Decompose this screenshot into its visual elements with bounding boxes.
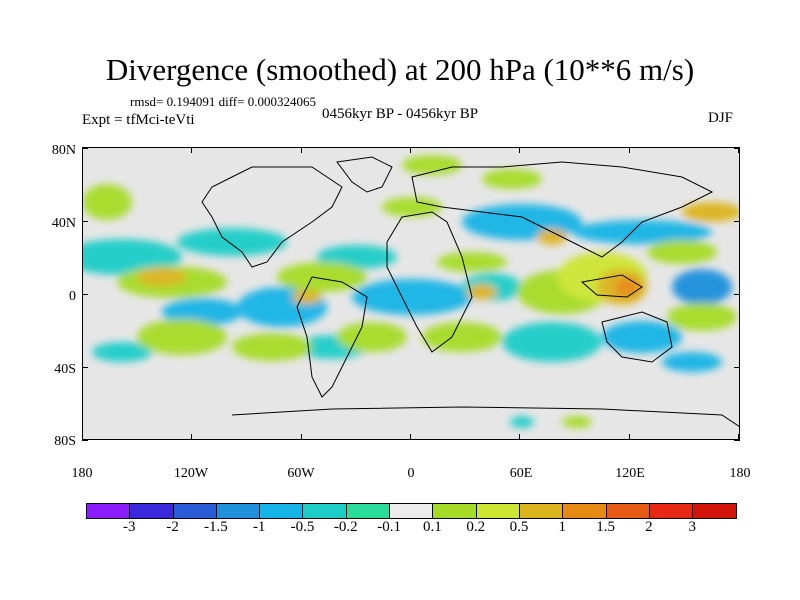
lat-tick (82, 367, 88, 368)
colorbar-box (693, 504, 737, 518)
lat-tick (734, 294, 740, 295)
lon-tick (410, 434, 411, 440)
stats-line: rmsd= 0.194091 diff= 0.000324065 (130, 94, 316, 109)
colorbar-box (606, 504, 650, 518)
lon-tick (628, 434, 630, 440)
lon-label-60e: 60E (509, 466, 533, 481)
colorbar-label: -0.5 (290, 519, 315, 535)
lon-tick (738, 147, 739, 153)
plot-title: Divergence (smoothed) at 200 hPa (10**6 … (105, 52, 695, 87)
colorbar-label: -2 (166, 519, 179, 535)
colorbar-box (649, 504, 694, 518)
period-label: 0456kyr BP - 0456kyr BP (322, 106, 479, 122)
colorbar-box (216, 504, 261, 518)
lon-label-180e: 180 (729, 466, 751, 481)
divergence-map (82, 147, 740, 440)
lat-tick (734, 221, 740, 222)
colorbar-box (390, 504, 434, 518)
lon-tick (410, 147, 411, 153)
lon-label-180w: 180 (71, 466, 93, 481)
lon-label-60w: 60W (287, 466, 315, 481)
colorbar-box (173, 504, 217, 518)
colorbar-box (130, 504, 174, 518)
lon-label-120w: 120W (173, 466, 209, 481)
lon-tick (628, 147, 630, 153)
colorbar-label: 1.5 (596, 519, 615, 535)
lon-tick (738, 434, 739, 440)
lat-tick (734, 148, 740, 149)
colorbar-label: -3 (123, 519, 136, 535)
lon-tick (191, 147, 193, 153)
lat-tick (82, 221, 88, 222)
season-label: DJF (708, 110, 734, 126)
lon-tick (519, 147, 521, 153)
lat-tick (82, 294, 88, 295)
colorbar-box (87, 504, 131, 518)
colorbar-label: 1 (558, 519, 567, 535)
colorbar-label: -0.2 (333, 519, 358, 535)
experiment-label: Expt = tfMci-teVti (82, 112, 195, 128)
colorbar (86, 503, 738, 519)
lat-label-80n: 80N (51, 143, 76, 158)
colorbar-box (260, 504, 304, 518)
colorbar-label: -1 (252, 519, 266, 535)
colorbar-box (346, 504, 391, 518)
lon-tick (82, 147, 83, 153)
lon-tick (82, 434, 83, 440)
lat-label-0: 0 (69, 289, 76, 304)
colorbar-label: 2 (645, 519, 653, 535)
lat-tick (82, 148, 88, 149)
lat-label-40s: 40S (54, 362, 76, 377)
colorbar-label: -1.5 (204, 519, 228, 535)
map-field (82, 155, 740, 428)
colorbar-label: -0.1 (377, 519, 401, 535)
colorbar-box (519, 504, 564, 518)
lat-tick (734, 367, 740, 368)
lon-tick (519, 434, 521, 440)
colorbar-box (433, 504, 477, 518)
lon-tick (300, 434, 302, 440)
colorbar-box (476, 504, 520, 518)
lon-label-120e: 120E (615, 466, 645, 481)
lon-tick (300, 147, 302, 153)
lat-label-40n: 40N (51, 216, 76, 231)
lat-label-80s: 80S (54, 434, 76, 449)
colorbar-box (563, 504, 607, 518)
colorbar-label: 0.5 (509, 519, 529, 535)
colorbar-box (303, 504, 347, 518)
lat-tick (82, 440, 88, 441)
colorbar-label: 0.2 (466, 519, 486, 535)
colorbar-label: 0.1 (423, 519, 442, 535)
colorbar-label: 3 (688, 519, 696, 535)
lon-label-0: 0 (407, 466, 415, 481)
lat-tick (734, 440, 740, 441)
lon-tick (191, 434, 193, 440)
